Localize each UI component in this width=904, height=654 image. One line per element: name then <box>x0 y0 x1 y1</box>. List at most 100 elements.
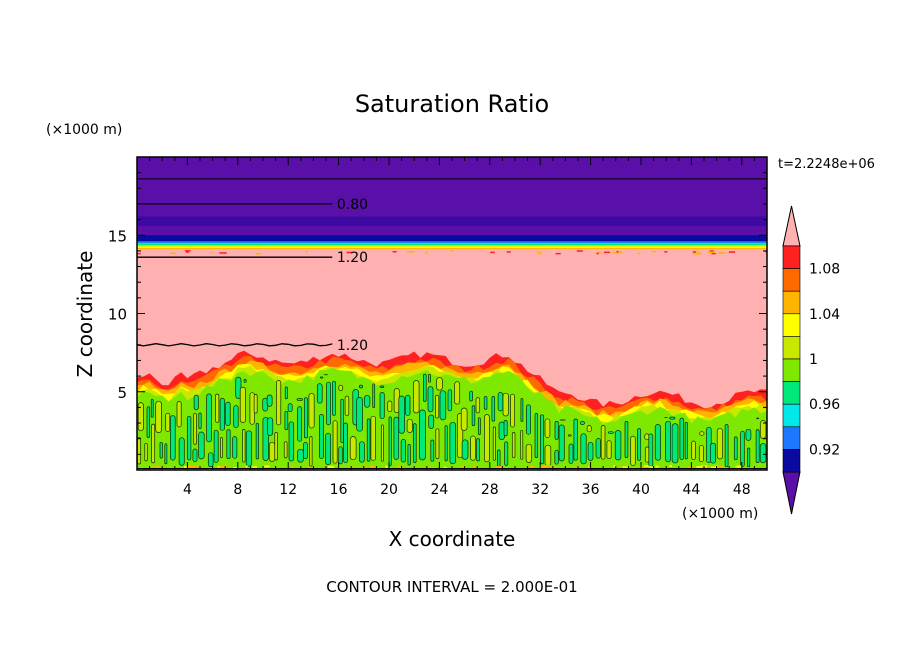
field-surface-speckle <box>428 466 435 469</box>
field-plume <box>206 393 212 443</box>
field-plume <box>447 389 453 412</box>
field-surface-speckle <box>327 465 335 468</box>
x-tick-label: 44 <box>682 482 700 498</box>
field-surface-speckle <box>495 465 502 468</box>
field-plume <box>554 421 559 440</box>
field-plume <box>407 444 411 466</box>
contour-label-0: 0.80 <box>337 197 368 213</box>
field-surface-speckle <box>473 465 478 468</box>
field-band-transition-0 <box>137 241 767 243</box>
field-speckle <box>576 250 583 252</box>
field-surface-speckle <box>307 466 312 469</box>
field-band-transition-3 <box>137 245 767 247</box>
x-tick-label: 16 <box>330 482 348 498</box>
field-plume <box>332 380 336 416</box>
field-speckle <box>406 251 415 253</box>
field-plume <box>255 422 259 460</box>
field-surface-speckle <box>460 465 466 468</box>
field-plume <box>215 393 220 423</box>
field-plume <box>624 421 629 459</box>
field-speckle <box>618 251 623 253</box>
field-band-navy <box>137 235 767 242</box>
chart-title: Saturation Ratio <box>355 90 549 118</box>
field-surface-speckle <box>245 465 248 468</box>
field-speckle <box>424 251 428 254</box>
field-speckle <box>346 251 353 254</box>
field-plume <box>319 414 324 459</box>
colorbar-segment <box>782 313 801 337</box>
field-plume <box>540 414 545 465</box>
colorbar-label: 0.92 <box>809 442 840 458</box>
field-plume <box>607 431 614 434</box>
field-plume <box>470 435 476 461</box>
field-speckle <box>490 251 495 254</box>
field-plume <box>413 380 420 414</box>
field-plume <box>544 444 552 467</box>
field-plume <box>220 437 223 458</box>
field-plume <box>558 424 565 462</box>
field-plume <box>430 439 435 462</box>
field-surface-speckle <box>399 466 403 469</box>
field-plume <box>504 441 509 466</box>
field-speckle <box>506 251 511 253</box>
colorbar-segment <box>782 245 801 269</box>
colorbar-segment <box>782 268 801 292</box>
field-plume <box>406 418 413 433</box>
field-surface-speckle <box>711 466 717 469</box>
field-plume <box>733 436 738 461</box>
colorbar-label: 0.96 <box>809 397 840 413</box>
field-plume <box>600 425 606 460</box>
field-speckle <box>603 251 611 254</box>
x-axis-label: X coordinate <box>389 527 516 551</box>
field-plume <box>193 394 199 411</box>
field-plume <box>316 383 323 404</box>
field-surface-speckle <box>613 465 616 468</box>
field-plume <box>755 429 760 463</box>
field-plume <box>747 447 751 468</box>
field-plume <box>165 412 171 432</box>
x-tick-label: 24 <box>430 482 448 498</box>
field-plume <box>319 376 324 379</box>
field-plume <box>520 398 524 422</box>
field-plume <box>587 441 594 461</box>
field-plume <box>511 432 516 458</box>
field-plume <box>427 386 434 413</box>
x-tick-label: 8 <box>233 482 242 498</box>
field-plume <box>288 421 295 462</box>
field-plume <box>303 442 308 460</box>
field-plume <box>213 429 219 463</box>
field-speckle <box>695 251 700 254</box>
field-plume <box>287 403 293 413</box>
field-plume <box>338 446 343 465</box>
field-plume <box>580 433 587 465</box>
field-plume <box>444 425 448 462</box>
field-plume <box>338 384 344 391</box>
field-plume <box>526 404 531 435</box>
field-plume <box>267 417 274 436</box>
field-speckle <box>596 251 601 254</box>
field-plume <box>400 439 407 463</box>
field-surface-speckle <box>188 465 195 468</box>
field-plume <box>492 426 496 461</box>
field-plume <box>144 442 148 462</box>
contour-line-2 <box>136 343 333 347</box>
field-plumes <box>137 373 767 468</box>
y-axis-unit: (×1000 m) <box>46 122 122 138</box>
field-speckle <box>255 253 261 255</box>
field-speckle <box>211 251 214 254</box>
field-speckle <box>538 252 541 255</box>
field-plume <box>724 424 729 468</box>
field-plume <box>491 396 496 422</box>
field-plume <box>665 420 671 463</box>
field-plume <box>226 429 231 460</box>
field-plume <box>471 405 476 426</box>
field-surface-speckle <box>397 465 402 468</box>
field-surface-speckle <box>717 466 725 469</box>
field-plume <box>243 379 247 383</box>
field-plume <box>193 412 197 445</box>
colorbar-segment <box>782 358 801 382</box>
field-plume <box>344 395 350 417</box>
field-plume <box>435 394 440 419</box>
field-plume <box>356 396 363 432</box>
field-plume <box>372 383 376 409</box>
